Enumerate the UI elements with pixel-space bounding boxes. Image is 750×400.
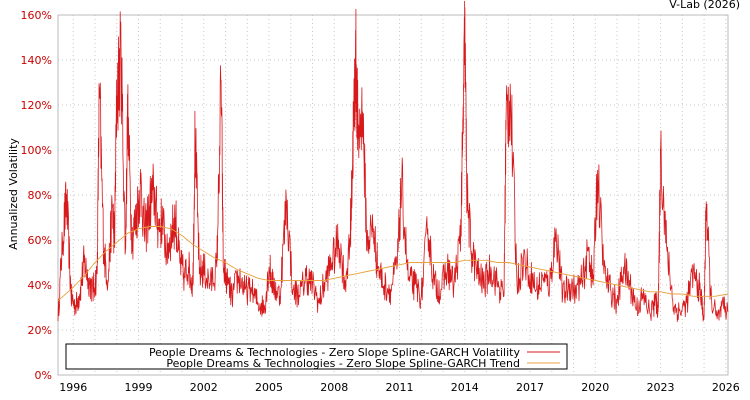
y-tick-label: 60%	[28, 234, 52, 247]
plot-frame	[57, 14, 729, 376]
y-axis-label: Annualized Volatility	[7, 138, 20, 250]
series-layer	[57, 0, 729, 322]
y-tick-label: 20%	[28, 324, 52, 337]
x-tick-label: 2008	[320, 381, 348, 394]
legend-label: People Dreams & Technologies - Zero Slop…	[166, 357, 520, 370]
x-tick-label: 2011	[386, 381, 414, 394]
x-tick-label: 2014	[451, 381, 479, 394]
y-tick-label: 40%	[28, 279, 52, 292]
chart-credit: V-Lab (2026)	[669, 0, 740, 11]
y-tick-label: 120%	[21, 99, 52, 112]
x-tick-label: 1999	[124, 381, 152, 394]
y-tick-label: 100%	[21, 144, 52, 157]
x-tick-label: 2017	[516, 381, 544, 394]
x-tick-label: 2023	[647, 381, 675, 394]
x-tick-label: 2026	[712, 381, 740, 394]
trend-series-line	[57, 226, 729, 302]
x-axis: 1996 1999 2002 2005 2008 2011 2014 2017 2020 2023…	[59, 381, 740, 394]
x-tick-label: 2002	[190, 381, 218, 394]
y-tick-label: 80%	[28, 189, 52, 202]
y-axis: 0% 20% 40% 60% 80% 100% 120% 140% 160%	[21, 9, 52, 382]
x-tick-label: 1996	[59, 381, 87, 394]
y-tick-label: 140%	[21, 54, 52, 67]
legend-box	[65, 343, 568, 370]
y-tick-label: 0%	[35, 369, 52, 382]
legend: People Dreams & Technologies - Zero Slop…	[65, 343, 568, 370]
x-tick-label: 2005	[255, 381, 283, 394]
legend-label: People Dreams & Technologies - Zero Slop…	[149, 346, 521, 359]
x-tick-label: 2020	[581, 381, 609, 394]
grid	[58, 14, 728, 376]
volatility-series-line	[57, 0, 729, 322]
y-tick-label: 160%	[21, 9, 52, 22]
